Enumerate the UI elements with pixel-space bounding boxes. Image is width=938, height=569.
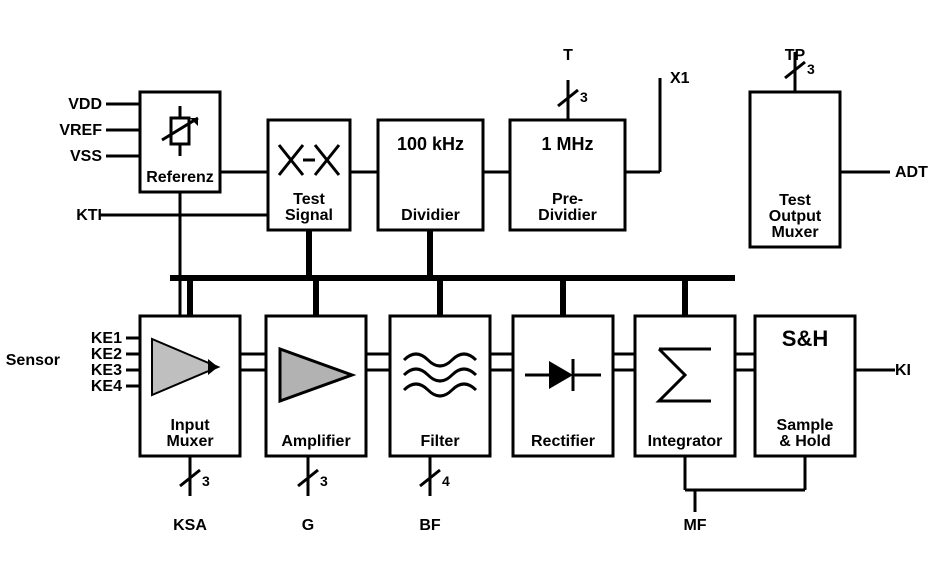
block-predividier-label-0: Pre- — [552, 191, 583, 208]
block-filter: Filter — [390, 316, 490, 456]
block-dividier-label-0: Dividier — [401, 207, 460, 224]
bus-tick: 3 — [298, 456, 328, 496]
block-testsignal-label-1: Signal — [285, 207, 333, 224]
block-integrator-label-0: Integrator — [648, 433, 723, 450]
block-rectifier-label-0: Rectifier — [531, 433, 595, 450]
block-referenz: Referenz — [140, 92, 220, 192]
block-dividier-title: 100 kHz — [397, 134, 464, 154]
io-ke4: KE4 — [91, 378, 122, 395]
block-referenz-label-0: Referenz — [146, 169, 214, 186]
block-samplehold-label-0: Sample — [777, 417, 834, 434]
term-t: T — [563, 47, 573, 64]
block-samplehold: Sample& Hold S&H — [755, 316, 855, 456]
term-mf: MF — [683, 517, 706, 534]
svg-text:4: 4 — [442, 473, 450, 489]
term-tp: TP — [785, 47, 806, 64]
svg-text:3: 3 — [580, 89, 588, 105]
block-integrator: Integrator — [635, 316, 735, 456]
block-testoutmux-label-1: Output — [769, 208, 822, 225]
io-kti: KTI — [76, 207, 102, 224]
io-ke3: KE3 — [91, 362, 122, 379]
io-ke1: KE1 — [91, 330, 122, 347]
term-bf: BF — [419, 517, 441, 534]
block-testoutmux: TestOutputMuxer — [750, 92, 840, 247]
io-x1: X1 — [670, 70, 690, 87]
block-predividier-label-1: Dividier — [538, 207, 597, 224]
block-amplifier: Amplifier — [266, 316, 366, 456]
block-predividier: Pre-Dividier 1 MHz — [510, 120, 625, 230]
svg-text:3: 3 — [320, 473, 328, 489]
block-testoutmux-label-0: Test — [779, 192, 811, 209]
block-diagram: 33433ReferenzTestSignalDividier100 kHzPr… — [0, 0, 938, 569]
block-dividier: Dividier 100 kHz — [378, 120, 483, 230]
block-inputmux-label-1: Muxer — [166, 433, 213, 450]
block-filter-label-0: Filter — [420, 433, 459, 450]
block-rectifier: Rectifier — [513, 316, 613, 456]
bus-tick: 3 — [558, 80, 588, 120]
svg-text:3: 3 — [202, 473, 210, 489]
io-vdd: VDD — [68, 96, 102, 113]
block-testoutmux-label-2: Muxer — [771, 224, 818, 241]
io-ke2: KE2 — [91, 346, 122, 363]
block-testsignal-label-0: Test — [293, 191, 325, 208]
block-inputmux: InputMuxer — [140, 316, 240, 456]
term-ksa: KSA — [173, 517, 207, 534]
block-amplifier-label-0: Amplifier — [281, 433, 350, 450]
block-inputmux-label-0: Input — [170, 417, 210, 434]
term-g: G — [302, 517, 314, 534]
block-testsignal: TestSignal — [268, 120, 350, 230]
svg-text:3: 3 — [807, 61, 815, 77]
io-adt: ADT — [895, 164, 928, 181]
block-samplehold-title: S&H — [782, 326, 828, 351]
bus-tick: 3 — [180, 456, 210, 496]
io-ki: KI — [895, 362, 911, 379]
block-predividier-title: 1 MHz — [541, 134, 593, 154]
block-samplehold-label-1: & Hold — [779, 433, 831, 450]
io-vss: VSS — [70, 148, 102, 165]
io-vref: VREF — [59, 122, 102, 139]
io-sensor: Sensor — [6, 352, 60, 369]
bus-tick: 4 — [420, 456, 450, 496]
